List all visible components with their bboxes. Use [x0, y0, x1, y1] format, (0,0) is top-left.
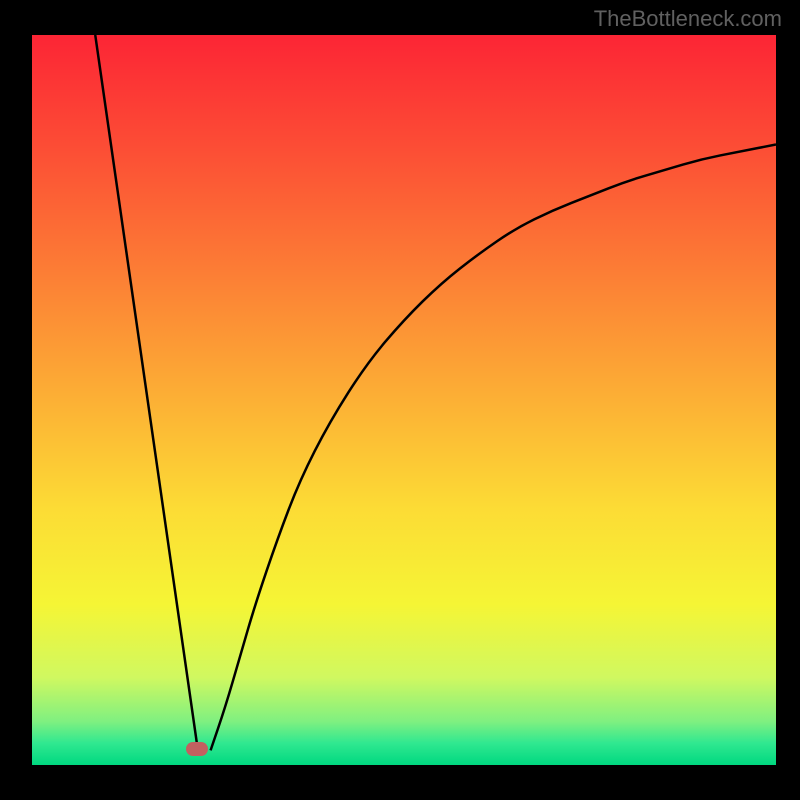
gradient-bg: [32, 35, 776, 765]
plot-area: [32, 35, 776, 765]
dip-thumb[interactable]: [186, 742, 208, 756]
watermark-text: TheBottleneck.com: [594, 6, 782, 32]
chart-svg: [32, 35, 776, 765]
